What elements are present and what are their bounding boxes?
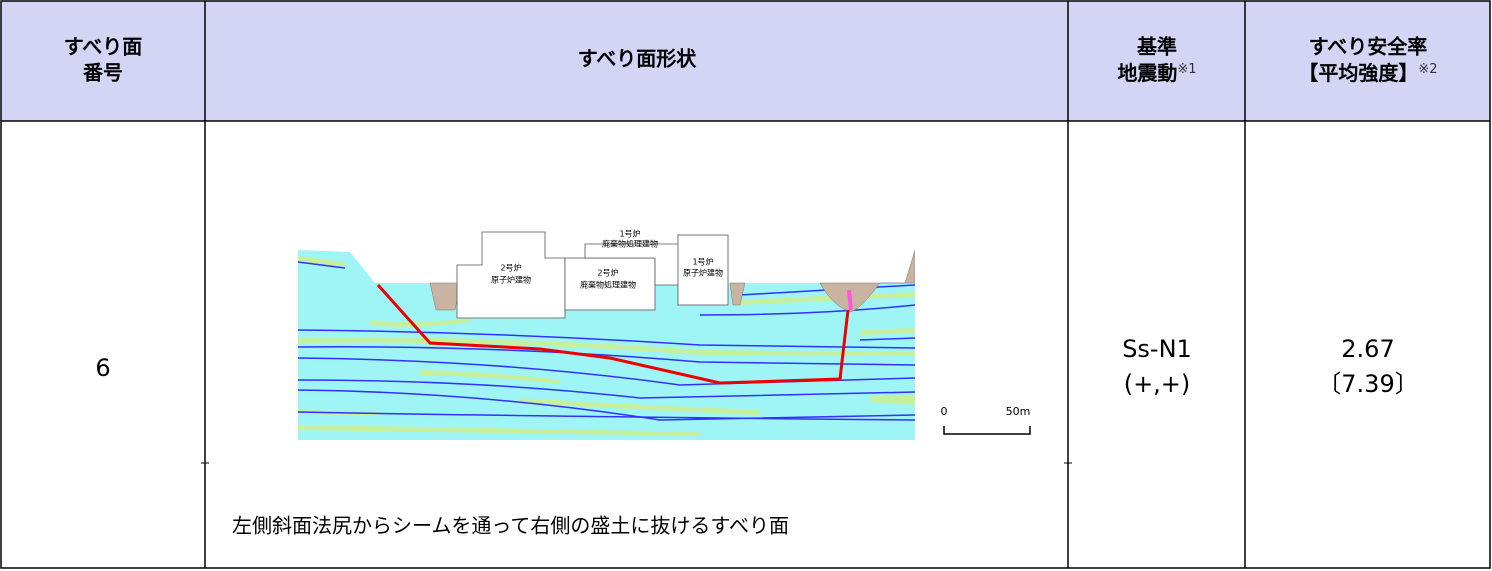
- footnote-mark: ※1: [1177, 62, 1196, 77]
- building-label: 原子炉建物: [491, 275, 531, 285]
- header-text: 【平均強度】※2: [1298, 61, 1437, 85]
- building-label: 2号炉: [597, 268, 618, 278]
- scale-bar: [943, 426, 1031, 435]
- strata-lines: [298, 261, 915, 421]
- slip-surface: [376, 283, 850, 385]
- header-text: すべり面: [64, 35, 143, 59]
- slip-surface-fill: [847, 289, 853, 311]
- safety-factor: 〔7.39〕: [1317, 370, 1418, 398]
- header-text: 【平均強度】: [1298, 61, 1418, 85]
- scale-label: 0: [941, 405, 948, 418]
- header-text: すべり安全率: [1309, 35, 1428, 59]
- header-text: 地震動※1: [1117, 61, 1196, 85]
- header-text: 基準: [1137, 35, 1177, 59]
- building-label: 廃棄物処理建物: [580, 280, 636, 290]
- building-label: 1号炉: [619, 229, 640, 239]
- slip-diagram: 2号炉 原子炉建物 2号炉 廃棄物処理建物 1号炉 廃棄物処理建物 1号炉 原子…: [298, 229, 1031, 440]
- header-text: 番号: [82, 61, 123, 85]
- header-text: すべり面形状: [578, 47, 698, 71]
- footnote-mark: ※2: [1418, 62, 1437, 77]
- building-label: 廃棄物処理建物: [602, 239, 658, 249]
- header-bg: [1, 1, 1490, 121]
- header-text: 地震動: [1117, 61, 1177, 85]
- scale-label: 50m: [1006, 405, 1031, 418]
- ground-motion: (+,+): [1124, 370, 1191, 398]
- description: 左側斜面法尻からシームを通って右側の盛土に抜けるすべり面: [232, 514, 789, 538]
- building-label: 1号炉: [692, 257, 713, 267]
- buildings: [456, 231, 729, 319]
- safety-factor: 2.67: [1341, 335, 1394, 363]
- row-number: 6: [95, 354, 110, 382]
- building-label: 2号炉: [500, 263, 521, 273]
- ground-motion: Ss-N1: [1122, 335, 1192, 363]
- building-label: 原子炉建物: [683, 268, 723, 278]
